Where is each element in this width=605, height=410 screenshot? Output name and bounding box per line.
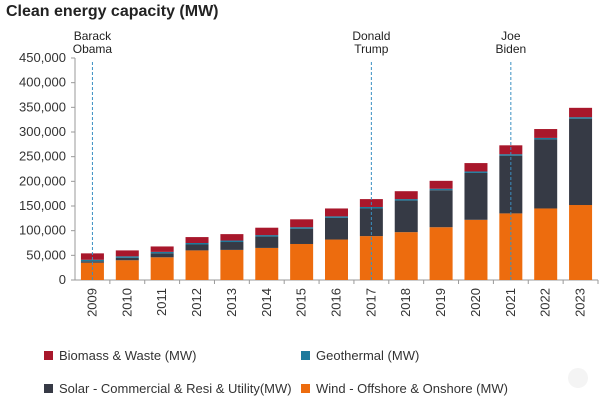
legend-label-geothermal: Geothermal (MW) [316, 348, 420, 363]
bar-segment-geothermal [429, 188, 453, 191]
y-tick-label: 400,000 [19, 75, 66, 90]
bar-segment-biomass [464, 163, 488, 172]
bar-segment-wind [394, 232, 418, 280]
bar-segment-solar [115, 257, 139, 261]
bar-segment-geothermal [220, 240, 244, 243]
y-tick-label: 250,000 [19, 149, 66, 164]
bar-segment-biomass [115, 250, 139, 257]
annotation-label: Trump [354, 42, 389, 56]
bar-segment-wind [185, 250, 209, 280]
bar-segment-biomass [255, 227, 279, 236]
bar-segment-wind [325, 239, 348, 280]
x-tick-label: 2021 [503, 288, 518, 317]
legend-item-solar: Solar - Commercial & Resi & Utility(MW) [44, 381, 292, 396]
bar-segment-geothermal [185, 243, 209, 245]
y-tick-label: 150,000 [19, 198, 66, 213]
annotation-label: Donald [352, 29, 390, 43]
bar-segment-geothermal [394, 199, 418, 201]
bar-segment-geothermal [325, 216, 348, 218]
legend-swatch-solar [44, 384, 53, 393]
chart-title: Clean energy capacity (MW) [6, 3, 219, 20]
bar-segment-wind [534, 208, 558, 280]
bar-segment-biomass [534, 129, 558, 138]
bar-segment-geothermal [569, 117, 593, 119]
bar-segment-geothermal [534, 137, 558, 140]
y-tick-label: 0 [59, 272, 66, 287]
y-tick-label: 100,000 [19, 223, 66, 238]
bar-segment-solar [534, 139, 558, 209]
legend-label-biomass: Biomass & Waste (MW) [59, 348, 197, 363]
x-tick-label: 2012 [189, 288, 204, 317]
bar-segment-geothermal [80, 259, 104, 262]
bar-segment-solar [185, 244, 209, 251]
bar-segment-wind [499, 213, 523, 280]
bar-segment-solar [150, 253, 174, 258]
bar-segment-geothermal [464, 171, 488, 173]
bar-segment-biomass [150, 246, 174, 252]
annotation-label: Biden [495, 42, 526, 56]
annotation-label: Barack [74, 29, 112, 43]
x-tick-label: 2013 [224, 288, 239, 317]
bar-segment-solar [429, 190, 453, 228]
bar-segment-biomass [185, 237, 209, 243]
legend-swatch-biomass [44, 351, 53, 360]
bar-segment-solar [569, 118, 593, 206]
bar-segment-geothermal [255, 235, 279, 237]
legend-item-wind: Wind - Offshore & Onshore (MW) [301, 381, 508, 396]
bar-segment-biomass [80, 253, 104, 260]
bar-segment-solar [290, 228, 314, 244]
bar-segment-biomass [220, 234, 244, 241]
legend-swatch-geothermal [301, 351, 310, 360]
corner-logo-icon [568, 368, 588, 388]
bar-segment-solar [255, 236, 279, 248]
y-tick-label: 350,000 [19, 99, 66, 114]
bar-segment-solar [80, 261, 104, 263]
bar-segment-wind [220, 249, 244, 280]
x-tick-label: 2020 [468, 288, 483, 317]
legend-label-solar: Solar - Commercial & Resi & Utility(MW) [59, 381, 292, 396]
x-tick-label: 2014 [259, 288, 274, 317]
bar-segment-geothermal [290, 227, 314, 229]
bar-segment-wind [255, 247, 279, 280]
legend-item-geothermal: Geothermal (MW) [301, 348, 419, 363]
y-tick-label: 200,000 [19, 173, 66, 188]
x-tick-label: 2019 [433, 288, 448, 317]
x-tick-label: 2011 [154, 288, 169, 316]
annotation-label: Obama [73, 42, 113, 56]
bar-segment-solar [394, 200, 418, 233]
y-tick-label: 300,000 [19, 124, 66, 139]
bar-segment-wind [80, 262, 104, 280]
x-tick-label: 2010 [119, 288, 134, 317]
legend-swatch-wind [301, 384, 310, 393]
x-tick-label: 2017 [363, 288, 378, 317]
y-tick-label: 450,000 [19, 50, 66, 65]
bar-segment-biomass [290, 219, 314, 228]
bar-segment-biomass [394, 191, 418, 200]
x-tick-label: 2016 [329, 288, 344, 317]
x-tick-label: 2023 [573, 288, 588, 317]
x-tick-label: 2015 [294, 288, 309, 317]
bar-segment-biomass [325, 208, 348, 217]
bar-segment-wind [464, 219, 488, 280]
bar-segment-wind [115, 260, 139, 280]
x-tick-label: 2018 [398, 288, 413, 317]
legend-item-biomass: Biomass & Waste (MW) [44, 348, 196, 363]
y-tick-label: 50,000 [26, 247, 66, 262]
x-tick-label: 2009 [84, 288, 99, 317]
bar-segment-geothermal [150, 251, 174, 254]
x-tick-label: 2022 [538, 288, 553, 317]
legend-label-wind: Wind - Offshore & Onshore (MW) [316, 381, 508, 396]
bar-segment-wind [290, 243, 314, 280]
bar-segment-biomass [569, 107, 593, 118]
bar-segment-geothermal [115, 256, 139, 258]
bar-segment-wind [429, 227, 453, 280]
bar-segment-wind [569, 205, 593, 280]
bar-segment-wind [150, 257, 174, 280]
bar-segment-solar [220, 242, 244, 250]
bar-segment-solar [464, 172, 488, 220]
bar-segment-biomass [429, 180, 453, 189]
annotation-label: Joe [501, 29, 521, 43]
bar-segment-solar [325, 217, 348, 240]
